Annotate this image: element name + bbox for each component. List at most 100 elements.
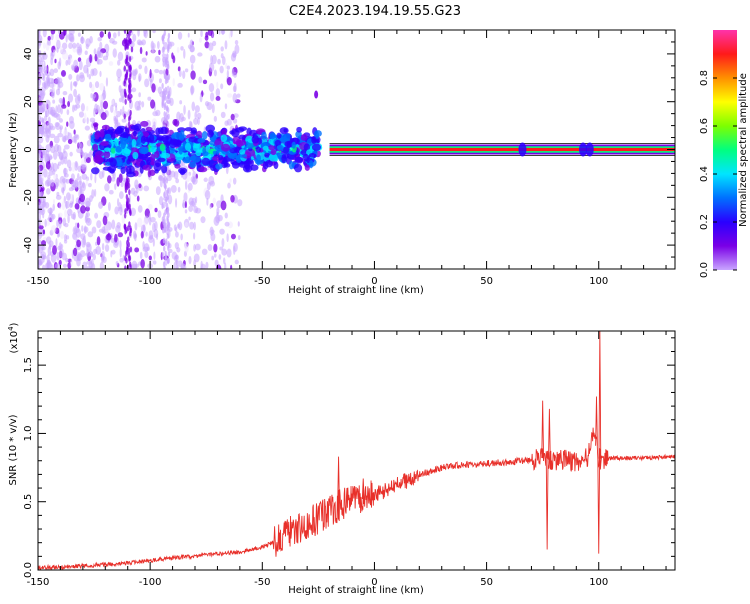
colorbar-label: Normalized spectral amplitude xyxy=(738,73,749,227)
heatmap-cell xyxy=(167,73,171,80)
heatmap-cell xyxy=(49,68,55,77)
heatmap-cell xyxy=(157,210,162,219)
heatmap-cell xyxy=(72,232,78,240)
heatmap-cell xyxy=(94,174,97,184)
heatmap-cell xyxy=(77,172,80,181)
heatmap-cell xyxy=(308,153,316,158)
heatmap-cell xyxy=(226,76,232,86)
heatmap-cell xyxy=(149,68,152,79)
heatmap-cell xyxy=(57,245,61,251)
heatmap-cell xyxy=(72,226,78,235)
heatmap-cell xyxy=(68,33,75,42)
spectrogram-x-axis-label: Height of straight line (km) xyxy=(288,285,424,296)
heatmap-cell xyxy=(233,82,237,93)
heatmap-cell xyxy=(76,74,80,82)
heatmap-cell xyxy=(308,160,314,169)
heatmap-cell xyxy=(161,251,164,258)
heatmap-cell xyxy=(60,107,63,115)
spectrogram-y-tick-label: -40 xyxy=(23,237,34,253)
heatmap-cell xyxy=(99,41,103,50)
heatmap-cell xyxy=(163,182,166,189)
heatmap-cell xyxy=(124,73,128,80)
heatmap-cell xyxy=(102,55,109,61)
heatmap-cell xyxy=(126,171,136,178)
heatmap-cell xyxy=(65,59,69,66)
heatmap-cell xyxy=(86,105,89,112)
heatmap-cell xyxy=(303,143,311,152)
heatmap-cell xyxy=(224,40,228,50)
heatmap-cell xyxy=(262,161,269,170)
heatmap-cell xyxy=(41,125,45,130)
heatmap-cell xyxy=(66,208,73,216)
heatmap-cell xyxy=(224,262,227,269)
heatmap-cell xyxy=(73,59,78,68)
heatmap-cell xyxy=(78,60,83,71)
heatmap-cell xyxy=(38,211,42,222)
heatmap-cell xyxy=(162,237,166,244)
heatmap-cell xyxy=(69,116,74,124)
heatmap-cell xyxy=(62,51,69,60)
heatmap-cell xyxy=(117,59,121,66)
heatmap-cell xyxy=(96,220,102,229)
heatmap-cell xyxy=(62,263,68,268)
heatmap-cell xyxy=(91,93,97,99)
heatmap-cell xyxy=(184,156,192,164)
heatmap-cell xyxy=(281,153,290,159)
heatmap-cell xyxy=(166,115,169,122)
heatmap-cell xyxy=(100,141,109,147)
heatmap-cell xyxy=(200,30,203,38)
heatmap-cell xyxy=(296,126,302,133)
heatmap-cell xyxy=(59,46,63,54)
heatmap-cell xyxy=(116,222,121,229)
heatmap-cell xyxy=(127,241,131,248)
heatmap-cell xyxy=(45,188,51,195)
heatmap-cell xyxy=(42,168,48,178)
narrow-band-core xyxy=(329,147,675,152)
snr-y-tick-label: 1.0 xyxy=(23,425,34,441)
heatmap-cell xyxy=(84,215,88,224)
heatmap-cell xyxy=(38,144,43,149)
heatmap-cell xyxy=(94,130,100,140)
heatmap-cell xyxy=(124,44,127,51)
heatmap-cell xyxy=(86,217,91,224)
heatmap-cell xyxy=(176,46,180,54)
heatmap-cell xyxy=(120,204,123,212)
heatmap-cell xyxy=(204,189,211,200)
heatmap-cell xyxy=(217,154,224,161)
heatmap-cell xyxy=(38,232,43,240)
heatmap-cell xyxy=(117,51,124,61)
heatmap-cell xyxy=(294,163,303,173)
heatmap-cell xyxy=(209,180,216,187)
heatmap-cell xyxy=(93,154,101,164)
heatmap-cell xyxy=(150,99,156,109)
heatmap-cell xyxy=(304,164,310,171)
heatmap-cell xyxy=(70,259,73,268)
heatmap-cell xyxy=(110,147,116,154)
heatmap-cell xyxy=(585,142,594,157)
heatmap-cell xyxy=(80,103,85,112)
heatmap-cell xyxy=(124,255,127,262)
heatmap-cell xyxy=(149,134,155,143)
heatmap-cell xyxy=(194,111,198,119)
heatmap-cell xyxy=(53,173,58,180)
heatmap-cell xyxy=(201,131,208,140)
heatmap-cell xyxy=(52,199,56,205)
heatmap-cell xyxy=(518,142,527,157)
heatmap-cell xyxy=(197,166,208,173)
heatmap-cell xyxy=(200,216,206,224)
heatmap-cell xyxy=(189,221,195,230)
heatmap-cell xyxy=(264,152,270,158)
heatmap-cell xyxy=(228,32,231,39)
heatmap-cell xyxy=(127,247,131,254)
heatmap-cell xyxy=(154,150,160,159)
snr-panel: -150 -100 -50 0 50 100 0.0 0.5 1.0 1.5 Height of … xyxy=(7,322,676,596)
heatmap-cell xyxy=(184,180,188,190)
heatmap-cell xyxy=(158,69,164,75)
heatmap-cell xyxy=(125,69,129,76)
heatmap-cell xyxy=(97,36,103,42)
heatmap-cell xyxy=(66,159,72,169)
heatmap-cell xyxy=(53,135,60,144)
spectrogram-heatmap xyxy=(38,30,675,269)
heatmap-cell xyxy=(148,255,152,261)
heatmap-cell xyxy=(66,109,70,116)
